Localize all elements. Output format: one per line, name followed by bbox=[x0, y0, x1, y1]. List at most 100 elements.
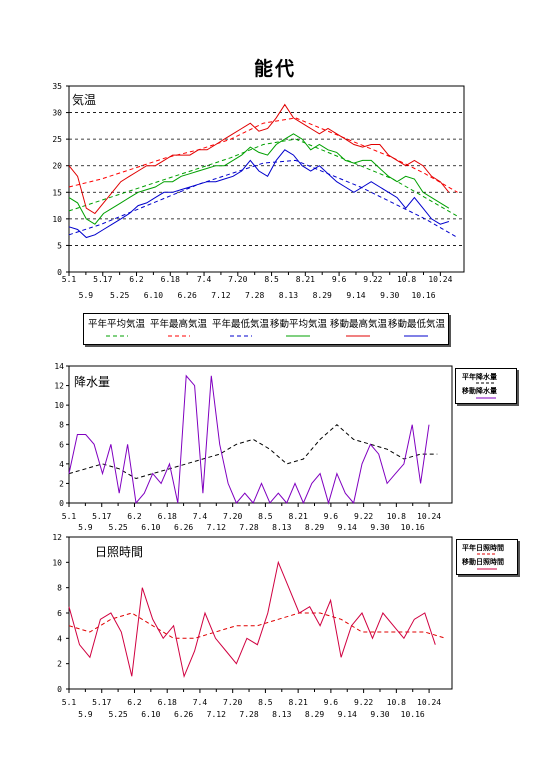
precip-y-tick-label: 6 bbox=[59, 440, 64, 449]
temperature-series-3 bbox=[68, 133, 450, 225]
sunshine-y-tick-label: 12 bbox=[52, 533, 62, 542]
legend-moving-max: 移動最高気温 bbox=[330, 319, 388, 330]
temperature-x-tick-label: 8.13 bbox=[279, 291, 298, 300]
precip-x-tick-label: 8.29 bbox=[305, 523, 324, 532]
temperature-y-tick-label: 30 bbox=[52, 109, 62, 118]
legend-normal-max: 平年最高気温 bbox=[150, 319, 208, 330]
sunshine-x-tick-label: 8.29 bbox=[305, 710, 324, 719]
legend-sun-moving: 移動日照時間 bbox=[462, 558, 504, 566]
sunshine-x-tick-label: 6.26 bbox=[174, 710, 193, 719]
precip-series-0 bbox=[68, 424, 438, 480]
temperature-x-tick-label: 6.18 bbox=[161, 275, 180, 284]
precip-plot-frame bbox=[68, 365, 453, 504]
precip-panel-label: 降水量 bbox=[74, 375, 110, 389]
precip-x-tick-label: 9.14 bbox=[338, 523, 357, 532]
temperature-y-tick-label: 5 bbox=[57, 241, 62, 250]
precip-legend-swatches bbox=[476, 382, 496, 399]
temperature-x-tick-label: 5.1 bbox=[62, 275, 77, 284]
legend-rain-normal: 平年降水量 bbox=[462, 373, 497, 381]
temperature-y-tick-label: 0 bbox=[57, 268, 62, 277]
temperature-y-tick-label: 20 bbox=[52, 162, 62, 171]
sunshine-y-tick-label: 10 bbox=[52, 558, 62, 567]
sunshine-x-tick-label: 10.16 bbox=[401, 710, 425, 719]
temperature-x-tick-label: 9.6 bbox=[332, 275, 347, 284]
sunshine-y-tick-label: 6 bbox=[57, 609, 62, 618]
sunshine-x-tick-label: 8.5 bbox=[258, 698, 273, 707]
precip-y-tick-label: 0 bbox=[59, 499, 64, 508]
temperature-x-tick-label: 9.30 bbox=[380, 291, 399, 300]
temperature-x-tick-label: 6.10 bbox=[144, 291, 163, 300]
sunshine-x-tick-label: 9.14 bbox=[338, 710, 357, 719]
temperature-panel-label: 気温 bbox=[72, 92, 96, 107]
temperature-series-1 bbox=[68, 117, 458, 193]
temperature-y-tick-label: 25 bbox=[52, 135, 62, 144]
sunshine-series-0 bbox=[68, 612, 446, 639]
sunshine-x-tick-label: 5.1 bbox=[62, 698, 77, 707]
precip-x-tick-label: 5.1 bbox=[62, 512, 77, 521]
precip-x-tick-label: 10.24 bbox=[417, 512, 441, 521]
precip-x-tick-label: 6.10 bbox=[141, 523, 160, 532]
precip-x-tick-label: 9.30 bbox=[370, 523, 389, 532]
sunshine-x-tick-label: 7.4 bbox=[193, 698, 208, 707]
sunshine-x-tick-label: 6.10 bbox=[141, 710, 160, 719]
temperature-x-tick-label: 8.29 bbox=[313, 291, 332, 300]
precip-x-tick-label: 10.16 bbox=[401, 523, 425, 532]
temperature-x-tick-label: 7.12 bbox=[211, 291, 230, 300]
temperature-series-5 bbox=[68, 149, 450, 239]
temperature-x-tick-label: 9.22 bbox=[363, 275, 382, 284]
sunshine-x-tick-label: 10.24 bbox=[417, 698, 441, 707]
sunshine-x-tick-label: 8.21 bbox=[289, 698, 308, 707]
temperature-x-tick-label: 8.21 bbox=[296, 275, 315, 284]
sunshine-y-tick-label: 0 bbox=[57, 685, 62, 694]
temperature-x-tick-label: 7.20 bbox=[228, 275, 247, 284]
temperature-x-tick-label: 6.26 bbox=[178, 291, 197, 300]
precip-x-tick-label: 6.18 bbox=[158, 512, 177, 521]
precip-x-tick-label: 10.8 bbox=[387, 512, 406, 521]
sunshine-x-tick-label: 8.13 bbox=[272, 710, 291, 719]
precip-x-tick-label: 7.20 bbox=[223, 512, 242, 521]
temperature-legend: 平年平均気温 平年最高気温 平年最低気温 移動平均気温 移動最高気温 移動最低気… bbox=[83, 313, 449, 345]
precip-x-tick-label: 7.12 bbox=[207, 523, 226, 532]
sunshine-x-tick-label: 9.6 bbox=[324, 698, 339, 707]
sunshine-y-tick-label: 4 bbox=[57, 634, 62, 643]
precip-x-tick-label: 8.13 bbox=[272, 523, 291, 532]
precip-x-tick-label: 5.25 bbox=[108, 523, 127, 532]
precip-y-tick-label: 8 bbox=[59, 421, 64, 430]
page-title: 能代 bbox=[253, 58, 296, 80]
legend-rain-moving: 移動降水量 bbox=[462, 387, 497, 395]
sunshine-x-tick-label: 5.25 bbox=[108, 710, 127, 719]
temperature-x-tick-label: 8.5 bbox=[264, 275, 279, 284]
legend-moving-min: 移動最低気温 bbox=[388, 319, 446, 330]
temperature-x-tick-label: 5.25 bbox=[110, 291, 129, 300]
legend-moving-avg: 移動平均気温 bbox=[270, 319, 328, 330]
temperature-x-tick-label: 6.2 bbox=[129, 275, 144, 284]
sunshine-legend-swatches bbox=[477, 553, 497, 570]
precip-x-tick-label: 9.6 bbox=[324, 512, 339, 521]
sunshine-panel-label: 日照時間 bbox=[95, 545, 143, 559]
legend-normal-min: 平年最低気温 bbox=[212, 319, 270, 330]
precip-series-1 bbox=[68, 374, 430, 505]
temperature-y-tick-label: 10 bbox=[52, 215, 62, 224]
sunshine-plot-frame bbox=[68, 536, 453, 690]
temperature-x-tick-label: 10.8 bbox=[397, 275, 416, 284]
sunshine-x-tick-label: 5.9 bbox=[78, 710, 93, 719]
sunshine-x-tick-label: 7.12 bbox=[207, 710, 226, 719]
temperature-x-tick-label: 10.16 bbox=[411, 291, 435, 300]
precip-y-tick-label: 2 bbox=[59, 479, 64, 488]
temperature-x-tick-label: 10.24 bbox=[428, 275, 452, 284]
temperature-x-tick-label: 5.17 bbox=[93, 275, 112, 284]
precip-x-tick-label: 5.9 bbox=[78, 523, 93, 532]
precip-y-tick-label: 12 bbox=[54, 382, 64, 391]
temperature-plot-frame bbox=[68, 85, 465, 273]
sunshine-series-1 bbox=[68, 560, 436, 678]
sunshine-x-tick-label: 6.2 bbox=[127, 698, 142, 707]
temperature-x-tick-label: 5.9 bbox=[79, 291, 94, 300]
temperature-legend-swatches bbox=[106, 335, 428, 337]
precip-x-tick-label: 8.5 bbox=[258, 512, 273, 521]
sunshine-y-tick-label: 2 bbox=[57, 660, 62, 669]
sunshine-x-tick-label: 9.22 bbox=[354, 698, 373, 707]
precip-legend: 平年降水量 移動降水量 bbox=[455, 368, 517, 404]
precip-x-tick-label: 8.21 bbox=[289, 512, 308, 521]
precip-x-tick-label: 6.2 bbox=[127, 512, 142, 521]
